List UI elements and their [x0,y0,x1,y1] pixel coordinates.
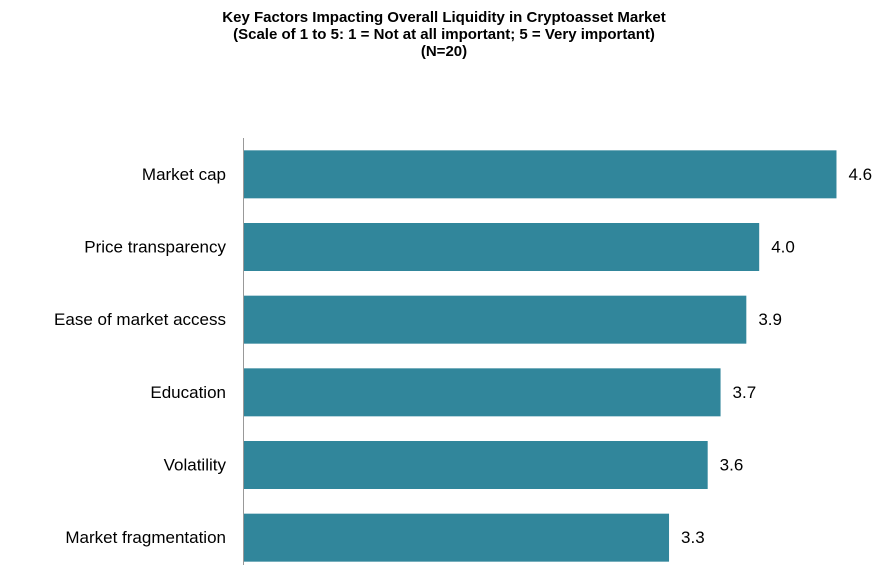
bar [244,513,670,562]
y-tick-label: Price transparency [84,237,226,256]
bar [244,223,760,271]
bar [244,441,708,489]
data-label: 4.6 [848,165,872,184]
chart-title: Key Factors Impacting Overall Liquidity … [222,9,665,26]
data-label: 3.6 [720,455,744,474]
y-tick-label: Volatility [164,455,227,474]
bar [244,295,747,344]
y-tick-label: Ease of market access [54,310,226,329]
chart-subtitle: (N=20) [421,43,467,60]
data-label: 3.9 [758,310,782,329]
data-label: 3.3 [681,528,705,547]
bar [244,368,721,417]
bar [244,150,837,199]
data-label: 3.7 [733,383,757,402]
y-tick-label: Education [150,383,226,402]
data-label: 4.0 [771,237,795,256]
y-tick-label: Market cap [142,165,226,184]
y-tick-label: Market fragmentation [65,528,226,547]
chart-subtitle: (Scale of 1 to 5: 1 = Not at all importa… [233,26,655,43]
